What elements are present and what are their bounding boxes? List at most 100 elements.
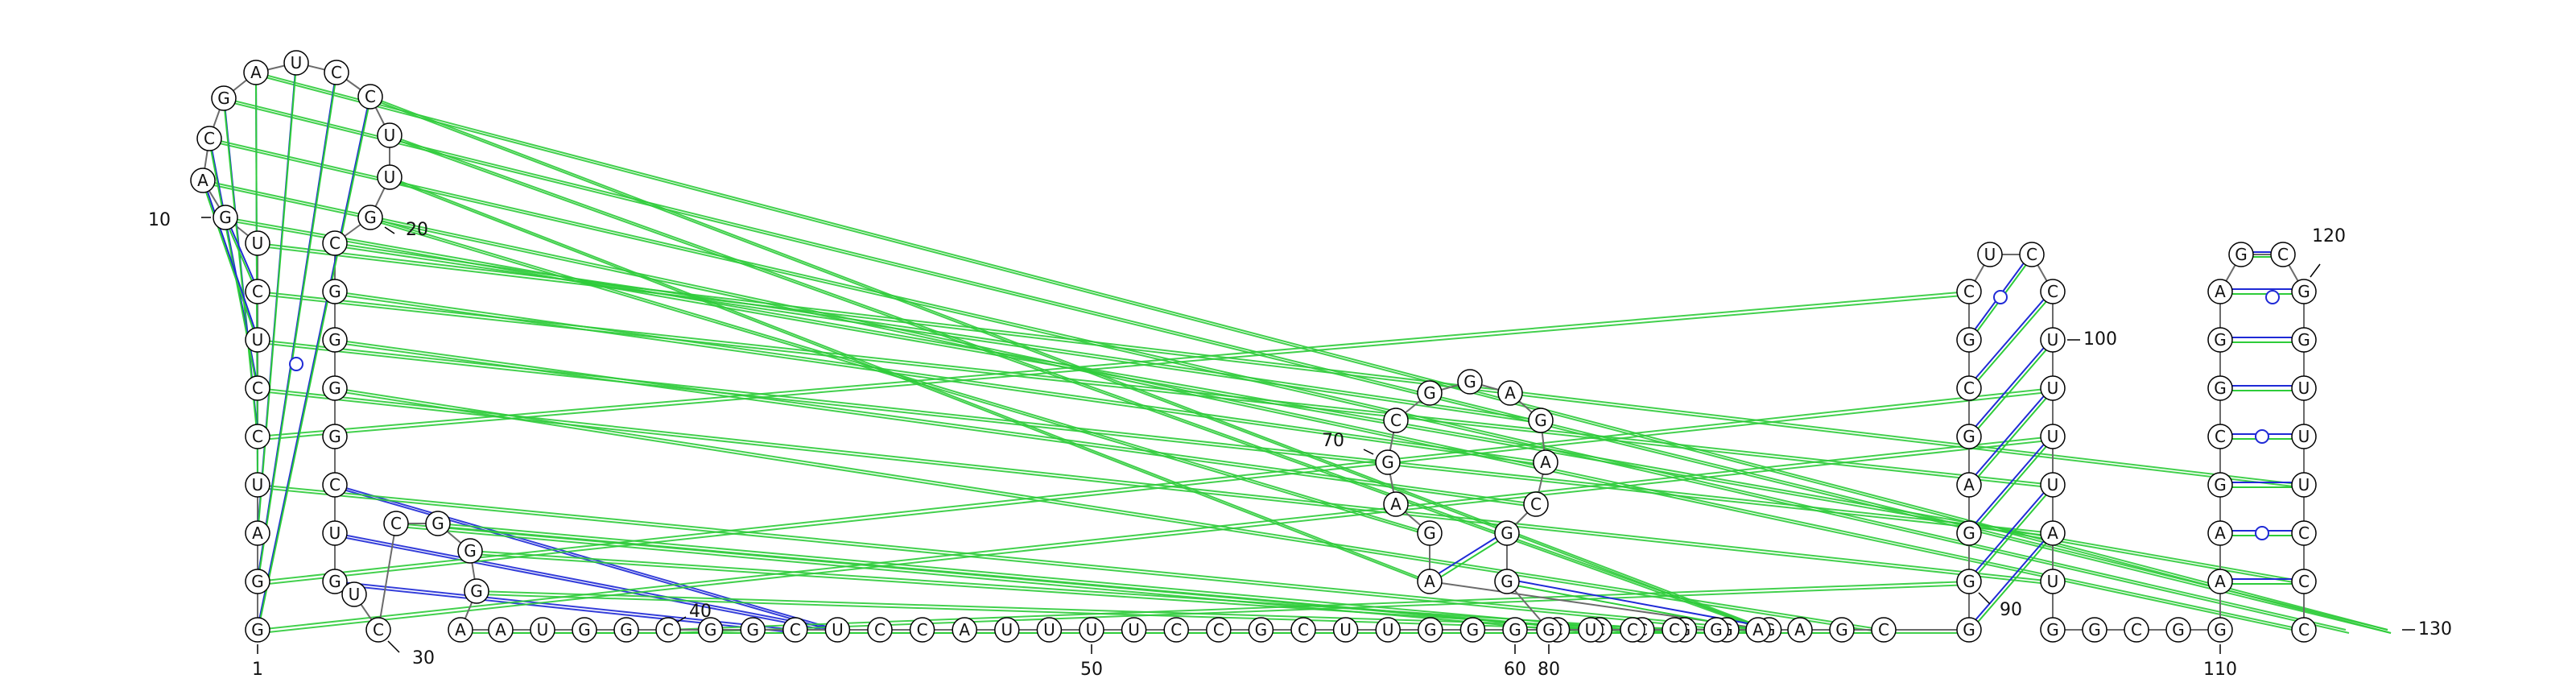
nucleotide-letter: C bbox=[2026, 245, 2037, 264]
nucleotide-letter: C bbox=[390, 514, 402, 533]
wc-pair-line bbox=[1968, 337, 2054, 435]
nucleotide-letter: U bbox=[2047, 427, 2059, 446]
nucleotide: G bbox=[1494, 520, 1520, 546]
nucleotide-circle bbox=[245, 375, 270, 401]
nucleotide-letter: C bbox=[1878, 620, 1889, 639]
nucleotide: C bbox=[1956, 375, 1982, 401]
tertiary-interaction-line bbox=[337, 294, 1550, 466]
nucleotide-letter: G bbox=[217, 89, 230, 108]
nucleotide-letter: G bbox=[2214, 330, 2227, 350]
nucleotide: U bbox=[322, 520, 348, 546]
wc-pair-line bbox=[1968, 288, 2054, 387]
nucleotide: G bbox=[322, 569, 348, 594]
nucleotide-circle bbox=[1578, 617, 1604, 643]
nucleotide-letter: G bbox=[1463, 372, 1476, 391]
nucleotide-circle bbox=[2165, 617, 2191, 643]
nucleotide: U bbox=[2040, 569, 2066, 594]
nucleotide: C bbox=[1163, 617, 1189, 643]
nucleotide: A bbox=[1745, 617, 1771, 643]
nucleotide: C bbox=[2291, 569, 2317, 594]
nucleotide: G bbox=[1375, 449, 1401, 475]
nucleotide-circle bbox=[1956, 375, 1982, 401]
nucleotide: G bbox=[322, 279, 348, 304]
nucleotide-circle bbox=[245, 472, 270, 498]
nucleotide-letter: G bbox=[431, 514, 444, 533]
nucleotide-circle bbox=[909, 617, 935, 643]
nucleotide-circle bbox=[530, 617, 555, 643]
nucleotide-circle bbox=[196, 126, 222, 151]
tertiary-interaction-line bbox=[257, 291, 2054, 486]
nucleotide-letter: G bbox=[364, 208, 377, 227]
nucleotide-circle bbox=[2228, 242, 2254, 267]
tertiary-interaction-line bbox=[392, 138, 1773, 634]
nucleotide-letter: A bbox=[455, 620, 466, 639]
nucleotide-circle bbox=[1497, 380, 1523, 406]
nucleotide-circle bbox=[2040, 327, 2066, 353]
position-number: 120 bbox=[2312, 226, 2346, 246]
nucleotide-letter: U bbox=[291, 53, 303, 72]
nucleotide: U bbox=[824, 617, 851, 643]
nucleotide-circle bbox=[1871, 617, 1897, 643]
nucleotide-letter: G bbox=[251, 572, 264, 591]
nucleotide-letter: U bbox=[1001, 620, 1013, 639]
nucleotide-circle bbox=[322, 279, 348, 304]
nucleotide-letter: C bbox=[2215, 427, 2226, 446]
nucleotide-circle bbox=[357, 205, 383, 230]
nucleotide: C bbox=[1383, 408, 1409, 433]
nucleotide: A bbox=[245, 520, 270, 546]
nucleotide: G bbox=[1418, 617, 1443, 643]
nucleotide-letter: C bbox=[252, 282, 263, 301]
nucleotide: A bbox=[448, 617, 473, 643]
nucleotide-circle bbox=[740, 617, 766, 643]
nucleotide-letter: G bbox=[2214, 475, 2227, 494]
nucleotide: C bbox=[245, 424, 270, 449]
nucleotide-circle bbox=[1418, 617, 1443, 643]
nucleotide: C bbox=[1956, 279, 1982, 304]
nucleotide-circle bbox=[655, 617, 681, 643]
nucleotide-letter: C bbox=[2298, 523, 2310, 543]
nucleotide: G bbox=[322, 424, 348, 449]
nucleotide: G bbox=[2040, 617, 2066, 643]
position-tick bbox=[384, 226, 395, 234]
position-number: 50 bbox=[1080, 660, 1103, 680]
tertiary-interaction-line bbox=[257, 339, 2054, 534]
nucleotide-letter: U bbox=[2047, 330, 2059, 350]
nucleotide-circle bbox=[1332, 617, 1359, 643]
nucleotide: A bbox=[2207, 569, 2233, 594]
nucleotide-circle bbox=[2291, 520, 2317, 546]
nucleotide-letter: U bbox=[252, 475, 264, 494]
nucleotide-circle bbox=[2207, 569, 2233, 594]
nucleotide-letter: C bbox=[252, 379, 263, 398]
nucleotide-letter: A bbox=[2047, 523, 2058, 543]
tertiary-interaction-line bbox=[334, 581, 795, 631]
nucleotide: G bbox=[357, 205, 383, 230]
nucleotide: A bbox=[1383, 491, 1409, 517]
nucleotide-letter: G bbox=[328, 330, 341, 350]
nucleotide-circle bbox=[377, 122, 402, 148]
nucleotide: G bbox=[322, 327, 348, 353]
nucleotide-circle bbox=[867, 617, 893, 643]
nucleotide-letter: U bbox=[329, 523, 341, 543]
nucleotide-circle bbox=[1036, 617, 1063, 643]
tertiary-interaction-line bbox=[257, 291, 1970, 437]
wc-pair-line bbox=[257, 93, 371, 628]
nucleotide-letter: G bbox=[704, 620, 717, 639]
pair-line bbox=[1968, 293, 2054, 391]
nucleotide: U bbox=[2040, 375, 2066, 401]
nucleotide: U bbox=[2291, 424, 2317, 449]
nucleotide-circle bbox=[2270, 242, 2296, 267]
nucleotide-letter: A bbox=[2215, 523, 2226, 543]
nucleotide: G bbox=[572, 617, 597, 643]
nucleotide: G bbox=[464, 578, 489, 604]
pair-line bbox=[202, 182, 258, 343]
nucleotide-circle bbox=[2291, 375, 2317, 401]
nucleotide-letter: A bbox=[2215, 572, 2226, 591]
tertiary-interaction-line bbox=[257, 436, 2054, 631]
tertiary-interaction-line bbox=[334, 484, 838, 631]
nucleotide-circle bbox=[1494, 569, 1520, 594]
nucleotide-circle bbox=[245, 569, 270, 594]
tertiary-interaction-line bbox=[389, 176, 1430, 582]
pair-line bbox=[1968, 390, 2054, 488]
nucleotide-letter: G bbox=[328, 427, 341, 446]
